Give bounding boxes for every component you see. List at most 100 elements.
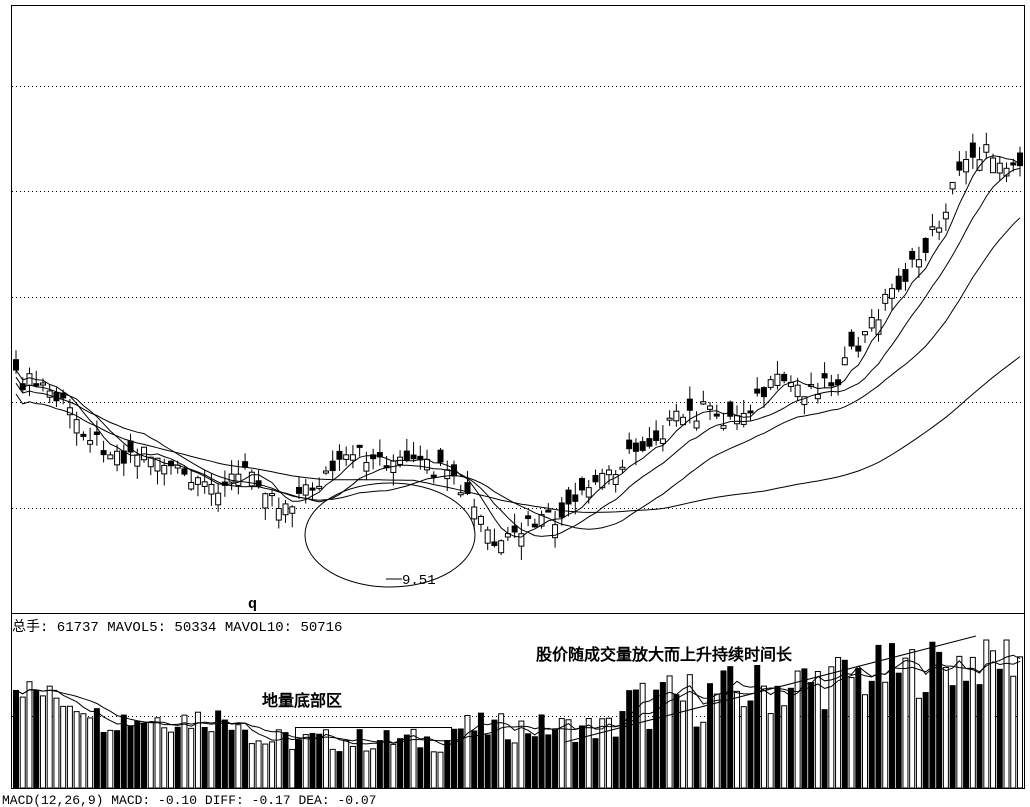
candle-body bbox=[942, 211, 949, 220]
volume-bar bbox=[963, 680, 970, 789]
candle-body bbox=[814, 393, 821, 400]
volume-bar bbox=[868, 680, 875, 789]
candle-body bbox=[707, 405, 714, 410]
candle-body bbox=[100, 450, 107, 456]
candle-body bbox=[39, 382, 46, 386]
candle-body bbox=[410, 454, 417, 460]
volume-bar bbox=[450, 728, 457, 789]
candle-body bbox=[289, 506, 296, 514]
candle-body bbox=[444, 469, 451, 480]
candle-body bbox=[242, 461, 249, 468]
candle-body bbox=[1010, 162, 1017, 166]
moving-average-lines bbox=[15, 155, 1021, 538]
volume-bar bbox=[1010, 675, 1017, 789]
price-panel-frame bbox=[11, 5, 1025, 614]
candle-body bbox=[349, 454, 356, 461]
candle-body bbox=[269, 493, 276, 497]
volume-bar bbox=[531, 736, 538, 789]
candle-body bbox=[262, 493, 269, 509]
candle-body bbox=[545, 509, 552, 513]
candle-body bbox=[915, 259, 922, 268]
volume-bar bbox=[673, 694, 680, 789]
candle-body bbox=[309, 487, 316, 491]
volume-bar bbox=[296, 739, 303, 789]
volume-bar bbox=[922, 692, 929, 789]
candle-body bbox=[208, 483, 215, 495]
candle-body bbox=[302, 484, 309, 496]
volume-bar bbox=[969, 656, 976, 789]
candle-body bbox=[80, 433, 87, 437]
volume-bar bbox=[666, 675, 673, 789]
volume-bar bbox=[141, 722, 148, 789]
candle-body bbox=[579, 478, 586, 491]
volume-bar bbox=[430, 751, 437, 789]
candle-body bbox=[673, 410, 680, 422]
candle-body bbox=[201, 481, 208, 487]
volume-bar bbox=[525, 733, 532, 789]
volume-bar bbox=[632, 689, 639, 789]
candle-body bbox=[599, 472, 606, 489]
volume-bar bbox=[538, 714, 545, 789]
candle-body bbox=[1017, 152, 1023, 167]
volume-bar bbox=[599, 718, 606, 789]
ma-line bbox=[15, 356, 1021, 513]
candle-body bbox=[841, 357, 848, 366]
candle-body bbox=[370, 454, 377, 460]
candle-body bbox=[639, 441, 646, 451]
candle-body bbox=[767, 379, 774, 388]
volume-bar bbox=[167, 731, 174, 789]
candle-body bbox=[194, 477, 201, 485]
volume-bar bbox=[322, 729, 329, 789]
volume-bar bbox=[174, 726, 181, 789]
volume-bar bbox=[552, 729, 559, 789]
ma-line bbox=[15, 167, 1021, 537]
candle-body bbox=[511, 525, 518, 533]
volume-bar bbox=[289, 748, 296, 789]
volume-bar bbox=[996, 668, 1003, 789]
volume-ma-line bbox=[15, 660, 1021, 744]
volume-bar bbox=[262, 743, 269, 789]
candle-body bbox=[693, 420, 700, 429]
candle-body bbox=[134, 454, 141, 467]
volume-bar bbox=[835, 656, 842, 789]
candle-body bbox=[430, 474, 437, 478]
volume-bar bbox=[1017, 656, 1023, 789]
volume-bar bbox=[814, 671, 821, 789]
candle-body bbox=[605, 469, 612, 476]
volume-bar bbox=[60, 705, 67, 789]
volume-bar bbox=[13, 689, 19, 789]
volume-bar bbox=[457, 728, 464, 789]
volume-bar bbox=[794, 670, 801, 789]
candle-body bbox=[909, 250, 916, 260]
candle-body bbox=[53, 392, 60, 402]
volume-bar bbox=[154, 717, 161, 789]
volume-bar bbox=[147, 721, 154, 789]
candle-body bbox=[713, 413, 720, 417]
volume-bar bbox=[201, 726, 208, 789]
candle-body bbox=[747, 410, 754, 414]
candle-body bbox=[646, 438, 653, 447]
volume-bar bbox=[875, 644, 882, 789]
volume-bar bbox=[605, 717, 612, 789]
volume-bar bbox=[808, 682, 815, 789]
volume-bar bbox=[309, 732, 316, 789]
candle-body bbox=[376, 452, 383, 458]
bottom-highlight-ellipse bbox=[304, 482, 476, 588]
volume-bar bbox=[73, 711, 80, 789]
candle-body bbox=[619, 466, 626, 470]
candle-body bbox=[855, 345, 862, 352]
volume-bar bbox=[302, 734, 309, 789]
candle-body bbox=[868, 317, 875, 329]
candle-body bbox=[498, 540, 505, 554]
volume-bar bbox=[518, 720, 525, 789]
volume-bar bbox=[841, 659, 848, 789]
volume-bar bbox=[888, 643, 895, 789]
volume-bar bbox=[956, 655, 963, 789]
candle-body bbox=[46, 390, 53, 398]
volume-bar bbox=[215, 710, 222, 789]
candle-body bbox=[963, 158, 970, 173]
candle-body bbox=[154, 457, 161, 472]
candle-body bbox=[902, 269, 909, 282]
candle-body bbox=[700, 401, 707, 405]
